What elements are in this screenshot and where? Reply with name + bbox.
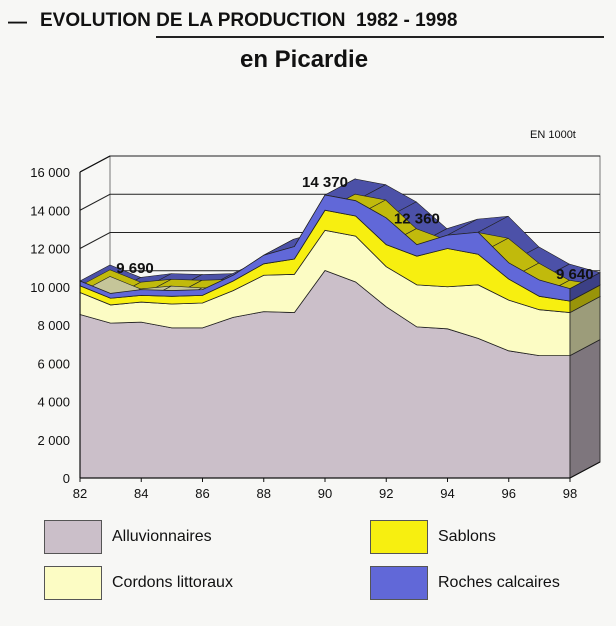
legend-label-cordons: Cordons littoraux bbox=[112, 574, 233, 591]
x-tick-label: 96 bbox=[502, 486, 516, 501]
title-dash: — bbox=[8, 12, 27, 33]
annotation-label: 12 360 bbox=[394, 210, 440, 227]
x-tick-label: 86 bbox=[195, 486, 209, 501]
x-tick-label: 88 bbox=[257, 486, 271, 501]
annotation-label: 14 370 bbox=[302, 174, 348, 191]
x-tick-label: 84 bbox=[134, 486, 148, 501]
legend-label-sablons: Sablons bbox=[438, 528, 496, 545]
y-tick-label: 14 000 bbox=[30, 203, 70, 218]
unit-label: EN 1000t bbox=[530, 129, 576, 141]
y-tick-label: 4 000 bbox=[37, 395, 70, 410]
legend-swatch-roches bbox=[370, 566, 428, 600]
legend-swatch-sablons bbox=[370, 520, 428, 554]
y-tick-label: 16 000 bbox=[30, 165, 70, 180]
legend-item-roches: Roches calcaires bbox=[370, 566, 560, 600]
legend-item-alluvionnaires: Alluvionnaires bbox=[44, 520, 212, 554]
x-tick-label: 98 bbox=[563, 486, 577, 501]
x-tick-label: 92 bbox=[379, 486, 393, 501]
gridline bbox=[79, 155, 600, 173]
area-side-Roches calcaires bbox=[569, 271, 601, 302]
y-tick-label: 6 000 bbox=[37, 356, 70, 371]
top-edge bbox=[79, 155, 111, 173]
area-side-Alluvionnaires bbox=[569, 338, 601, 479]
x-tick-label: 90 bbox=[318, 486, 332, 501]
legend-item-cordons: Cordons littoraux bbox=[44, 566, 233, 600]
page-subtitle: en Picardie bbox=[240, 46, 369, 73]
legend-item-sablons: Sablons bbox=[370, 520, 496, 554]
annotation-label: 9 690 bbox=[116, 260, 154, 277]
y-tick-label: 8 000 bbox=[37, 318, 70, 333]
y-tick-label: 10 000 bbox=[30, 280, 70, 295]
legend-swatch-alluvionnaires bbox=[44, 520, 102, 554]
x-tick-label: 94 bbox=[440, 486, 454, 501]
gridline bbox=[79, 193, 600, 211]
x-tick-label: 82 bbox=[73, 486, 87, 501]
y-tick-label: 12 000 bbox=[30, 242, 70, 257]
legend-label-roches: Roches calcaires bbox=[438, 574, 560, 591]
legend-label-alluvionnaires: Alluvionnaires bbox=[112, 528, 212, 545]
y-tick-label: 2 000 bbox=[37, 433, 70, 448]
base-edge bbox=[569, 461, 601, 479]
title-rule-top bbox=[156, 36, 604, 38]
annotation-label: 9 640 bbox=[556, 266, 594, 283]
y-tick-label: 0 bbox=[63, 471, 70, 486]
legend-swatch-cordons bbox=[44, 566, 102, 600]
page-title: EVOLUTION DE LA PRODUCTION 1982 - 1998 bbox=[40, 10, 458, 31]
